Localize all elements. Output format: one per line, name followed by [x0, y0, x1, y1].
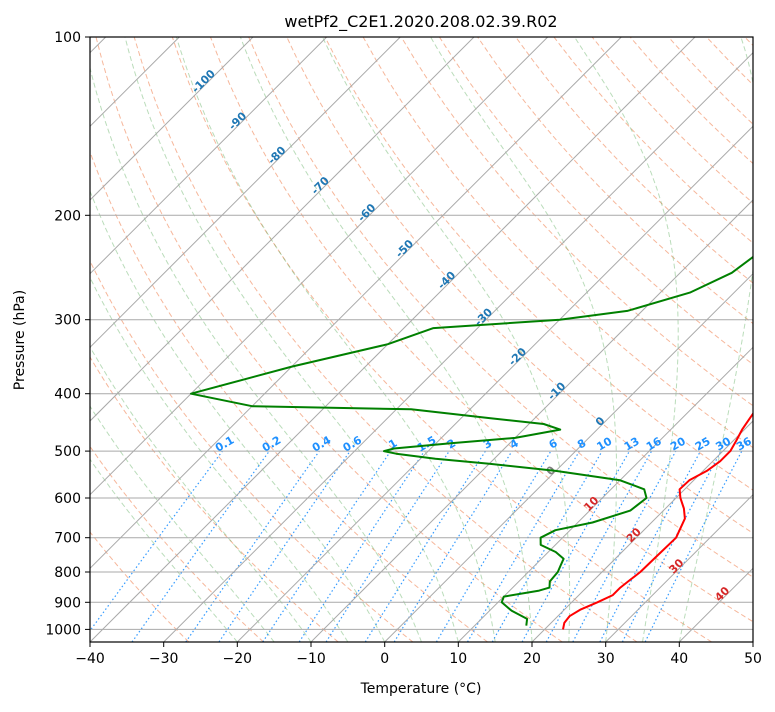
y-tick-label: 100	[54, 30, 81, 46]
x-tick-label: 0	[380, 651, 389, 667]
y-tick-label: 1000	[45, 622, 81, 638]
y-tick-label: 200	[54, 208, 81, 224]
x-tick-label: −20	[223, 651, 253, 667]
y-tick-label: 300	[54, 313, 81, 329]
plot-background	[90, 37, 753, 642]
x-tick-label: 40	[670, 651, 688, 667]
y-tick-label: 700	[54, 531, 81, 547]
y-tick-label: 900	[54, 595, 81, 611]
x-axis: −40 −30 −20 −10 0 10 20 30 40 50	[75, 642, 762, 667]
x-tick-label: 10	[449, 651, 467, 667]
chart-title: wetPf2_C2E1.2020.208.02.39.R02	[284, 12, 557, 32]
x-axis-title: Temperature (°C)	[360, 681, 482, 697]
isotherm	[753, 37, 775, 642]
y-tick-label: 400	[54, 387, 81, 403]
x-tick-label: 20	[523, 651, 541, 667]
y-tick-label: 800	[54, 565, 81, 581]
x-tick-label: −10	[296, 651, 326, 667]
y-axis: 100 200 300 400 500 600 700 800 900 1000	[45, 30, 90, 638]
y-axis-title: Pressure (hPa)	[12, 290, 28, 390]
x-tick-label: −40	[75, 651, 105, 667]
x-tick-label: 30	[597, 651, 615, 667]
x-tick-label: 50	[744, 651, 762, 667]
x-tick-label: −30	[149, 651, 179, 667]
y-tick-label: 600	[54, 491, 81, 507]
y-tick-label: 500	[54, 444, 81, 460]
